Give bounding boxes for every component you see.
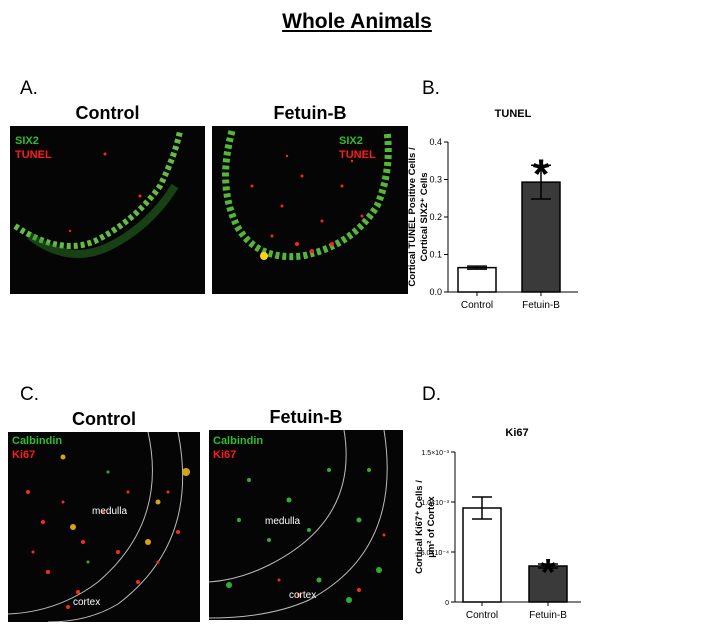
panel-c-fetuin-legend-calbindin: Calbindin [213, 435, 264, 447]
panel-b-letter: B. [422, 78, 440, 99]
fetuin-ki67-image [209, 430, 388, 619]
y-tick-label: 1.0×10⁻³ [421, 500, 449, 507]
panel-c-fetuin-medulla-label: medulla [265, 516, 301, 527]
panel-a-legend-six2: SIX2 [15, 135, 39, 147]
panel-c-fetuin-micrograph: Calbindin Ki67 medulla cortex [209, 430, 403, 620]
x-tick-label: Control [461, 300, 493, 311]
y-tick-label: 0 [445, 600, 449, 607]
panel-c-fetuin-legend-ki67: Ki67 [213, 449, 237, 461]
control-ki67-image [8, 432, 190, 622]
panel-c-cortex-label: cortex [73, 597, 101, 608]
panel-d-chart: Ki67 Cortical Ki67⁺ Cells / µm² of Cortex 0… [405, 410, 705, 630]
panel-c-control-title: Control [72, 409, 136, 429]
bar-control [462, 507, 502, 603]
y-tick-label: 0.2 [429, 212, 442, 222]
x-tick-label: Fetuin-B [522, 300, 560, 311]
chart-title: TUNEL [495, 108, 532, 120]
panel-c-legend-ki67: Ki67 [12, 449, 36, 461]
y-tick-label: 1.5×10⁻³ [421, 450, 449, 457]
panel-a-control-title: Control [75, 103, 140, 123]
y-tick-label: 0.0 [429, 287, 442, 297]
panel-c-control-micrograph: Calbindin Ki67 medulla cortex [8, 432, 200, 622]
panel-a-letter: A. [20, 78, 38, 99]
panel-a-fetuin-title: Fetuin-B [273, 103, 347, 123]
x-tick-label: Control [466, 610, 498, 621]
panel-a-legend-tunel: TUNEL [15, 149, 52, 161]
y-axis-label-line-2: µm² of Cortex [426, 496, 437, 558]
fetuin-tunel-image [222, 130, 392, 261]
y-tick-label: 0.3 [429, 175, 442, 185]
bar-control [457, 266, 497, 293]
bar-fetuin-b [521, 181, 561, 293]
x-tick-label: Fetuin-B [529, 610, 567, 621]
y-tick-label: 0.1 [429, 250, 442, 260]
y-axis-label-line-2: Cortical SIX2⁺ Cells [419, 173, 430, 262]
panel-c-legend-calbindin: Calbindin [12, 435, 63, 447]
figure-title: Whole Animals [282, 10, 432, 33]
significance-star: * [541, 552, 556, 594]
y-axis-label-line-1: Cortical TUNEL Positive Cells / [407, 147, 418, 287]
panel-a-control-micrograph: SIX2 TUNEL [10, 126, 205, 294]
y-tick-label: 0.4 [429, 137, 442, 147]
y-tick-label: 5.0×10⁻⁴ [421, 550, 449, 557]
control-tunel-image [13, 130, 183, 258]
tunel-bar-chart: TUNEL Cortical TUNEL Positive Cells / Cort… [407, 108, 578, 311]
panel-c-fetuin-cortex-label: cortex [289, 590, 317, 601]
significance-star: * [533, 150, 550, 197]
panel-d-letter: D. [422, 384, 441, 405]
panel-a-fetuin-legend-tunel: TUNEL [339, 149, 376, 161]
ki67-bar-chart: Ki67 Cortical Ki67⁺ Cells / µm² of Cortex 0… [414, 427, 581, 621]
panel-c-fetuin-title: Fetuin-B [269, 407, 343, 427]
panel-a-fetuin-micrograph: SIX2 TUNEL [212, 126, 408, 294]
panel-b-chart: TUNEL Cortical TUNEL Positive Cells / Cort… [405, 100, 705, 322]
panel-c-medulla-label: medulla [92, 506, 128, 517]
panel-a-fetuin-legend-six2: SIX2 [339, 135, 363, 147]
chart-title: Ki67 [505, 427, 528, 439]
y-axis-label-line-1: Cortical Ki67⁺ Cells / [414, 480, 425, 574]
panel-c-letter: C. [20, 384, 39, 405]
